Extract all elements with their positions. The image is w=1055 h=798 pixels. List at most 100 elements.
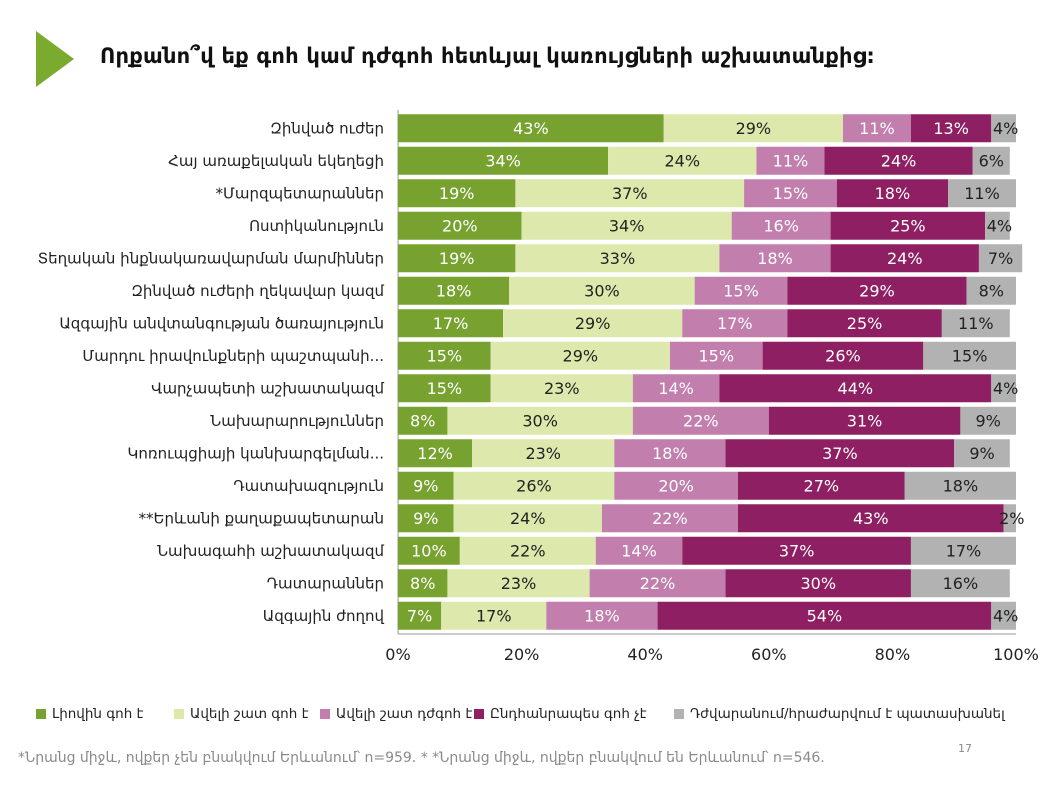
category-label: Նախագահի աշխատակազմ [157, 542, 384, 560]
data-label: 43% [513, 119, 549, 138]
data-label: 17% [433, 314, 469, 333]
bar-segment [910, 114, 992, 143]
data-label: 37% [779, 541, 815, 560]
bar-segment [669, 341, 763, 370]
x-tick-label: 60% [751, 645, 787, 664]
page-title: Որքանո՞վ եք գոհ կամ դժգոհ հետևյալ կառույ… [100, 44, 875, 68]
bar-segment [398, 536, 460, 565]
data-label: 22% [510, 541, 546, 560]
data-label: 18% [436, 281, 472, 300]
bar-segment [398, 276, 510, 305]
bar-segment [768, 406, 961, 435]
legend-item: Ավելի շատ գոհ է [174, 706, 309, 722]
stacked-bar-chart: Զինված ուժեր 43% 29% 11% 13% 4%Հայ առաքելական… [38, 110, 1039, 664]
bar-segment [991, 374, 1016, 403]
bar-segment [398, 211, 522, 240]
category-label: Մարդու իրավունքների պաշտպանի... [82, 347, 384, 365]
data-label: 4% [993, 379, 1018, 398]
bar-segment [614, 439, 726, 468]
bar-segment [490, 374, 633, 403]
bar-segment [991, 114, 1016, 143]
bar-segment [744, 179, 837, 208]
bar-segment [398, 439, 473, 468]
category-label: Դատարաններ [267, 574, 384, 592]
bar-segment [398, 374, 491, 403]
data-label: 14% [658, 379, 694, 398]
data-label: 17% [946, 541, 982, 560]
legend-item: Ավելի շատ դժգոհ է [320, 706, 472, 722]
data-label: 11% [958, 314, 994, 333]
x-tick-label: 0% [385, 645, 410, 664]
data-label: 17% [476, 606, 512, 625]
data-label: 6% [979, 151, 1004, 170]
bar-segment [985, 211, 1010, 240]
data-label: 18% [652, 444, 688, 463]
bar-segment [910, 569, 1010, 598]
legend-label: Ավելի շատ դժգոհ է [336, 706, 473, 722]
data-label: 34% [609, 216, 645, 235]
bar-segment [503, 309, 683, 338]
x-tick-label: 40% [627, 645, 663, 664]
bar-segment [737, 471, 905, 500]
category-label: Կոռուպցիայի կանխարգելման... [127, 444, 384, 462]
data-label: 15% [952, 346, 988, 365]
bar-segment [923, 341, 1016, 370]
data-label: 30% [522, 411, 558, 430]
bar-segment [904, 471, 1016, 500]
bar-segment [608, 146, 757, 175]
legend-label: Դժվարանում/հրաժարվում է պատասխանել [690, 706, 1005, 722]
data-label: 15% [698, 346, 734, 365]
x-tick-label: 100% [993, 645, 1039, 664]
data-label: 15% [427, 346, 463, 365]
category-label: *Մարզպետարաններ [216, 184, 385, 202]
data-label: 24% [887, 249, 923, 268]
bar-segment [948, 179, 1016, 208]
data-label: 22% [683, 411, 719, 430]
bar-segment [398, 244, 516, 273]
bar-segment [682, 536, 911, 565]
category-label: Նախարարություններ [210, 412, 384, 430]
bar-segment [787, 309, 942, 338]
category-label: Ոստիկանություն [249, 217, 384, 235]
category-label: **Երևանի քաղաքապետարան [139, 509, 384, 527]
data-label: 9% [969, 444, 994, 463]
data-label: 7% [988, 249, 1013, 268]
bar-segment [830, 211, 986, 240]
data-label: 4% [993, 119, 1018, 138]
bar-segment [459, 536, 596, 565]
data-label: 2% [999, 509, 1024, 528]
data-label: 34% [485, 151, 521, 170]
bar-segment [694, 276, 788, 305]
bar-segment [398, 146, 609, 175]
category-label: Հայ առաքելական եկեղեցի [168, 152, 384, 170]
data-label: 29% [575, 314, 611, 333]
data-label: 33% [600, 249, 636, 268]
x-tick-label: 80% [875, 645, 911, 664]
legend-item: Ընդհանրապես գոհ չէ [474, 706, 647, 722]
category-label: Զինված ուժեր [270, 119, 384, 137]
bar-segment [398, 341, 491, 370]
data-label: 12% [417, 444, 453, 463]
bar-segment [972, 146, 1010, 175]
bar-segment [842, 114, 911, 143]
data-label: 44% [838, 379, 874, 398]
data-label: 16% [943, 574, 979, 593]
data-label: 25% [847, 314, 883, 333]
bar-segment [991, 601, 1016, 630]
data-label: 23% [525, 444, 561, 463]
bar-segment [731, 211, 831, 240]
bar-segment [762, 341, 924, 370]
bar-segment [663, 114, 843, 143]
data-label: 15% [427, 379, 463, 398]
legend-swatch [674, 709, 684, 719]
bar-segment [725, 439, 955, 468]
bar-segment [836, 179, 949, 208]
bar-segment [398, 179, 516, 208]
category-label: Տեղական ինքնակառավարման մարմիններ [38, 249, 384, 267]
bar-segment [546, 601, 658, 630]
bar-segment [830, 244, 979, 273]
data-label: 43% [853, 509, 889, 528]
data-label: 23% [544, 379, 580, 398]
bar-segment [632, 374, 720, 403]
bar-segment [910, 536, 1016, 565]
